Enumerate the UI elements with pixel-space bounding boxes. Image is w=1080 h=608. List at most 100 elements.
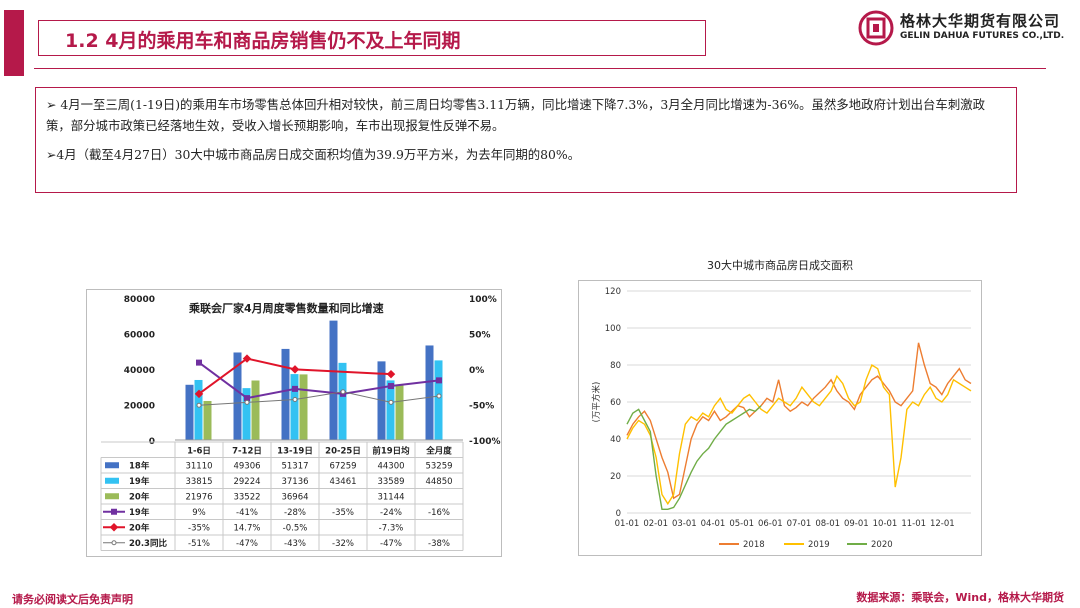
chart2-ytick: 0 (616, 509, 621, 519)
chart1-data-label: 9% (192, 508, 206, 518)
logo-english-name: GELIN DAHUA FUTURES CO.,LTD. (900, 31, 1065, 41)
summary-box: ➢ 4月一至三周(1-19日)的乘用车市场零售总体回升相对较快，前三周日均零售3… (35, 87, 1017, 193)
chart1-legend-marker (111, 508, 117, 515)
chart1-point (292, 397, 298, 403)
chart1-data-label: 53259 (425, 461, 452, 471)
chart1-point (244, 399, 250, 405)
chart1-bar (233, 352, 242, 440)
chart2-xtick: 07-01 (787, 519, 812, 529)
chart1-data-label: -35% (332, 508, 354, 518)
chart1-data-label: 14.7% (233, 523, 260, 533)
chart1-data-label: 37136 (281, 477, 308, 487)
chart1-ytick: 60000 (124, 331, 155, 341)
chart1-legend-label: 18年 (129, 460, 150, 471)
chart1-data-label: 49306 (233, 461, 260, 471)
chart1-data-label: 33815 (185, 477, 212, 487)
accent-bar (4, 10, 24, 76)
chart1-point (386, 369, 396, 379)
chart1-data-label: 51317 (281, 461, 308, 471)
chart1-data-label: -35% (188, 523, 210, 533)
chart2-xtick: 02-01 (643, 519, 668, 529)
chart1-bar (329, 320, 338, 440)
chart2-series-line (626, 342, 972, 500)
chart1-category-label: 全月度 (425, 446, 452, 457)
chart2-xtick: 05-01 (729, 519, 754, 529)
chart1-bar (281, 348, 290, 440)
chart1-bar (425, 345, 434, 440)
chart1-ytick: 40000 (124, 366, 155, 376)
chart1-data-label: 33522 (233, 492, 260, 502)
chart2-legend-label: 2019 (808, 540, 830, 550)
logo-seal-icon (858, 10, 894, 46)
chart1-y2tick: 50% (469, 331, 491, 341)
chart1-data-label: -32% (332, 539, 354, 549)
chart1-bar (395, 384, 404, 440)
chart1-data-label: 33589 (377, 477, 404, 487)
chart1-point (436, 377, 442, 384)
chart1-legend-label: 20年 (129, 491, 150, 502)
chart2-xtick: 01-01 (615, 519, 640, 529)
chart1-category-label: 13-19日 (277, 447, 313, 457)
chart2-ytick: 40 (610, 435, 621, 445)
chart1-bar (203, 400, 212, 440)
chart1-data-label: -0.5% (283, 523, 308, 533)
chart1-category-label: 7-12日 (232, 447, 262, 457)
chart1-data-label: 43461 (329, 477, 356, 487)
chart1-y2tick: -100% (469, 437, 501, 447)
chart2-ytick: 20 (610, 472, 621, 482)
chart1-legend-label: 19年 (129, 507, 150, 518)
chart1-series-line (198, 357, 392, 395)
chart2-legend-label: 2020 (871, 540, 893, 550)
chart2-series-line (626, 363, 972, 506)
chart1-point (340, 389, 346, 395)
chart1-point (388, 383, 394, 390)
chart2-ylabel: (万平方米) (591, 382, 602, 423)
chart1-data-label: -41% (236, 508, 258, 518)
chart1-data-label: 44300 (377, 461, 404, 471)
title-divider (34, 68, 1046, 69)
chart1-ytick: 20000 (124, 402, 155, 412)
chart2-xtick: 08-01 (815, 519, 840, 529)
chart1-data-label: 31110 (185, 461, 212, 471)
housing-chart: 0 20 40 60 80 100 120 (万平方米) 01-01 02-01 03-01 04-0… (591, 287, 972, 550)
chart1-series-line (198, 391, 440, 406)
chart1-bar (185, 384, 194, 440)
housing-chart-panel: 0 20 40 60 80 100 120 (万平方米) 01-01 02-01 03-01 04-0… (578, 280, 982, 556)
page-title: 1.2 4月的乘用车和商品房销售仍不及上年同期 (65, 30, 461, 52)
chart1-bar (251, 380, 260, 440)
chart1-legend-label: 20年 (129, 522, 150, 533)
chart1-data-label: 29224 (233, 477, 260, 487)
bullet-housing-sales: ➢4月（截至4月27日）30大中城市商品房日成交面积均值为39.9万平方米，为去… (46, 147, 581, 162)
chart1-point (436, 393, 442, 399)
car-sales-chart-panel: 乘联会厂家4月周度零售数量和同比增速 80000 60000 40000 20000 0 1… (86, 289, 502, 557)
chart1-data-label: -7.3% (379, 523, 404, 533)
chart1-data-label: -38% (428, 539, 450, 549)
data-source-note: 数据来源：乘联会，Wind，格林大华期货 (856, 591, 1064, 604)
chart1-data-label: -43% (284, 539, 306, 549)
chart2-ytick: 100 (605, 324, 621, 334)
chart1-legend-swatch (105, 493, 119, 500)
chart1-data-label: -51% (188, 539, 210, 549)
chart1-data-label: 21976 (185, 492, 212, 502)
chart2-xtick: 09-01 (844, 519, 869, 529)
chart1-bar (299, 374, 308, 440)
chart2-series-line (626, 405, 762, 511)
chart2-ytick: 120 (605, 287, 621, 297)
chart1-legend-label: 19年 (129, 476, 150, 487)
chart1-bar (242, 388, 251, 440)
chart2-xtick: 03-01 (672, 519, 697, 529)
car-sales-chart: 乘联会厂家4月周度零售数量和同比增速8000060000400002000001… (100, 295, 501, 551)
chart1-data-label: 36964 (281, 492, 308, 502)
chart2-xtick: 04-01 (701, 519, 726, 529)
housing-chart-title: 30大中城市商品房日成交面积 (707, 259, 853, 272)
company-logo: 格林大华期货有限公司 GELIN DAHUA FUTURES CO.,LTD. (856, 8, 1066, 48)
bullet-car-sales: ➢ 4月一至三周(1-19日)的乘用车市场零售总体回升相对较快，前三周日均零售3… (46, 97, 985, 133)
chart1-data-label: 67259 (329, 461, 356, 471)
chart2-xtick: 10-01 (873, 519, 898, 529)
chart1-legend-marker (109, 523, 119, 532)
chart1-point (388, 399, 394, 405)
chart1-series-line (198, 361, 440, 400)
chart2-xtick: 11-01 (901, 519, 926, 529)
disclaimer-note: 请务必阅读文后免责声明 (12, 593, 133, 606)
chart1-category-label: 前19日均 (372, 446, 410, 457)
